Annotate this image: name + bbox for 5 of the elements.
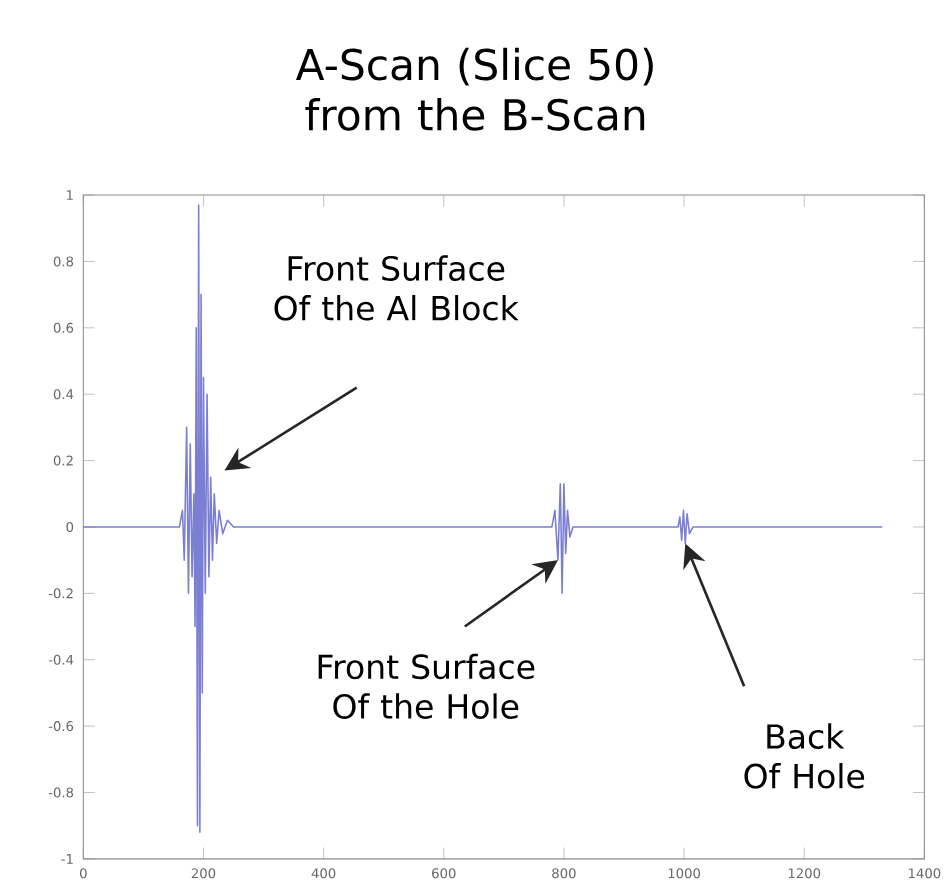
annotation: Front Surface Of the Al Block — [274, 255, 519, 321]
annotation: Back Of Hole — [744, 723, 865, 789]
annotation: Front Surface Of the Hole — [318, 653, 535, 719]
line-series — [82, 203, 884, 833]
chart-title: A-Scan (Slice 50) from the B-Scan — [295, 47, 653, 131]
